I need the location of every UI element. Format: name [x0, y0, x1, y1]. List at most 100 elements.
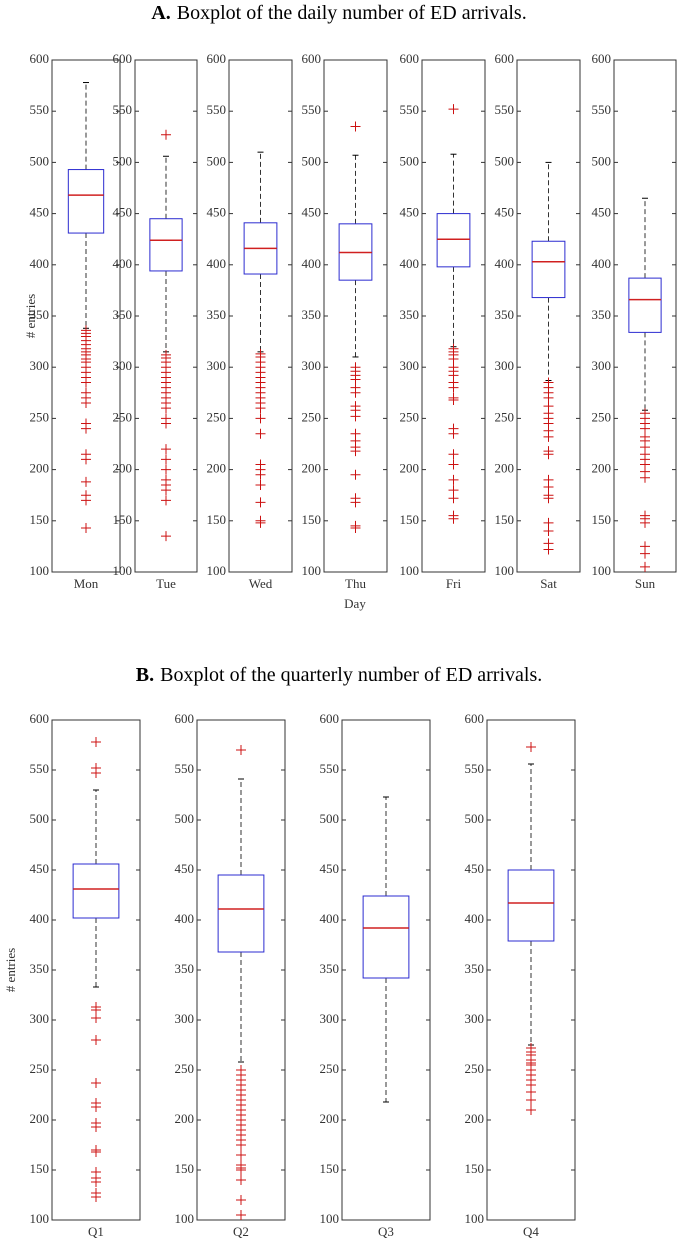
y-tick-label: 150 — [592, 512, 612, 527]
outlier — [91, 737, 101, 747]
outlier — [161, 454, 171, 465]
y-tick-label: 450 — [320, 861, 340, 876]
y-tick-label: 200 — [207, 461, 227, 476]
y-tick-label: 300 — [495, 358, 515, 373]
y-tick-label: 400 — [592, 256, 612, 271]
y-tick-label: 550 — [30, 102, 50, 117]
outlier — [350, 387, 361, 398]
y-tick-label: 600 — [207, 51, 227, 66]
x-tick-label: Sat — [540, 576, 557, 591]
y-tick-label: 350 — [320, 961, 340, 976]
y-tick-label: 200 — [30, 461, 50, 476]
x-tick-label: Q1 — [88, 1224, 104, 1239]
y-tick-label: 100 — [465, 1211, 485, 1226]
outlier — [236, 1175, 246, 1185]
y-tick-label: 100 — [400, 563, 420, 578]
outlier — [81, 495, 91, 506]
outlier — [91, 1192, 101, 1202]
panel-frame — [341, 719, 431, 1221]
y-tick-label: 100 — [207, 563, 227, 578]
y-tick-label: 150 — [302, 512, 322, 527]
y-tick-label: 300 — [400, 358, 420, 373]
y-tick-label: 400 — [113, 256, 133, 271]
y-tick-label: 550 — [592, 102, 612, 117]
outlier — [255, 413, 266, 424]
y-tick-label: 600 — [495, 51, 515, 66]
y-tick-label: 550 — [400, 102, 420, 117]
y-tick-label: 450 — [113, 205, 133, 220]
outlier — [350, 522, 361, 533]
y-tick-label: 500 — [30, 811, 50, 826]
panel-frame — [421, 59, 486, 573]
outlier — [448, 493, 459, 504]
title-text: Boxplot of the quarterly number of ED ar… — [160, 664, 542, 686]
outlier — [448, 104, 459, 115]
outlier — [236, 1150, 246, 1160]
y-tick-label: 250 — [465, 1061, 485, 1076]
y-tick-label: 500 — [302, 153, 322, 168]
y-tick-label: 400 — [30, 256, 50, 271]
outlier — [448, 428, 459, 439]
panel-frame — [486, 719, 576, 1221]
y-tick-label: 300 — [465, 1011, 485, 1026]
y-tick-label: 250 — [207, 409, 227, 424]
y-tick-label: 600 — [465, 711, 485, 726]
y-tick-label: 550 — [320, 761, 340, 776]
y-tick-label: 500 — [175, 811, 195, 826]
outlier — [543, 526, 554, 537]
outlier — [350, 469, 361, 480]
y-tick-label: 150 — [30, 512, 50, 527]
box — [149, 218, 183, 272]
box — [362, 895, 410, 979]
outlier — [81, 522, 91, 533]
y-tick-label: 250 — [113, 409, 133, 424]
y-tick-label: 100 — [592, 563, 612, 578]
y-tick-label: 550 — [495, 102, 515, 117]
outlier — [448, 394, 459, 405]
outlier — [255, 469, 266, 480]
y-tick-label: 350 — [592, 307, 612, 322]
y-tick-label: 200 — [465, 1111, 485, 1126]
y-tick-label: 550 — [175, 761, 195, 776]
outlier — [91, 1122, 101, 1132]
y-tick-label: 100 — [302, 563, 322, 578]
y-tick-label: 250 — [30, 409, 50, 424]
y-tick-label: 100 — [175, 1211, 195, 1226]
y-axis-label: # entries — [23, 294, 38, 338]
chart-title: B. Boxplot of the quarterly number of ED … — [136, 664, 542, 686]
x-tick-label: Q4 — [523, 1224, 539, 1239]
y-tick-label: 400 — [207, 256, 227, 271]
outlier — [236, 1210, 246, 1220]
y-tick-label: 500 — [30, 153, 50, 168]
outlier — [526, 1095, 536, 1105]
y-tick-label: 600 — [400, 51, 420, 66]
x-axis-label: Day — [344, 596, 366, 611]
y-tick-label: 350 — [30, 961, 50, 976]
y-tick-label: 400 — [465, 911, 485, 926]
outlier — [161, 403, 171, 414]
x-tick-label: Q2 — [233, 1224, 249, 1239]
y-tick-label: 250 — [175, 1061, 195, 1076]
y-tick-label: 600 — [320, 711, 340, 726]
title-text: Boxplot of the daily number of ED arriva… — [177, 2, 527, 24]
outlier — [448, 449, 459, 460]
outlier — [91, 1013, 101, 1023]
outlier — [448, 513, 459, 524]
outlier — [236, 1140, 246, 1150]
y-tick-label: 600 — [592, 51, 612, 66]
y-tick-label: 450 — [465, 861, 485, 876]
outlier — [526, 1105, 536, 1115]
outlier — [161, 444, 171, 455]
y-tick-label: 500 — [320, 811, 340, 826]
y-tick-label: 450 — [592, 205, 612, 220]
y-tick-label: 100 — [320, 1211, 340, 1226]
outlier — [640, 517, 650, 528]
panel-frame — [51, 719, 141, 1221]
y-tick-label: 400 — [320, 911, 340, 926]
y-tick-label: 200 — [592, 461, 612, 476]
y-tick-label: 300 — [30, 358, 50, 373]
y-tick-label: 400 — [400, 256, 420, 271]
y-tick-label: 550 — [207, 102, 227, 117]
x-tick-label: Mon — [74, 576, 99, 591]
